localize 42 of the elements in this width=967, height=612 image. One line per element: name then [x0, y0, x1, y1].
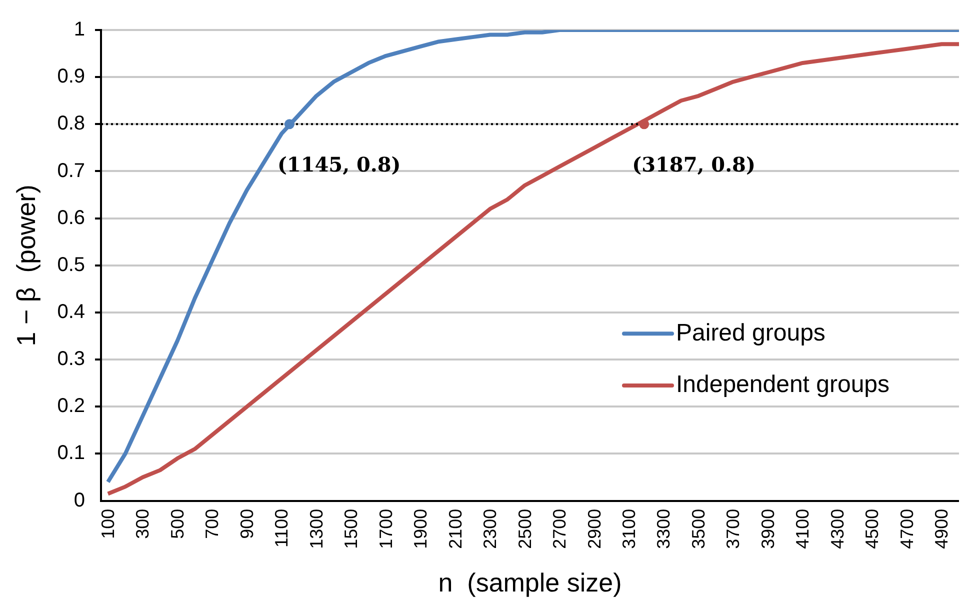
x-tick-label: 4700	[896, 508, 917, 549]
x-tick-label: 3700	[723, 508, 744, 549]
x-tick-label: 3500	[688, 508, 708, 549]
y-tick-label: 0.3	[57, 348, 86, 370]
x-tick-label: 4300	[827, 508, 848, 549]
x-tick-label: 3300	[654, 508, 674, 549]
legend-label: Independent groups	[676, 371, 890, 398]
x-tick-label: 700	[202, 508, 222, 539]
x-tick-label: 4100	[792, 508, 813, 549]
x-tick-label: 100	[98, 508, 118, 539]
annotation: (3187, 0.8)	[632, 152, 756, 176]
x-tick-label: 1100	[272, 508, 292, 548]
y-tick-label: 0.1	[57, 442, 86, 464]
legend-label: Paired groups	[676, 319, 826, 346]
x-tick-label: 4500	[862, 508, 882, 549]
x-tick-label: 1300	[306, 508, 326, 549]
y-tick-label: 0.5	[57, 254, 86, 276]
x-tick-label: 2700	[550, 508, 570, 549]
x-tick-label: 4900	[932, 508, 952, 549]
x-tick-label: 3100	[619, 508, 639, 549]
x-tick-label: 2100	[445, 508, 466, 549]
y-tick-label: 0.7	[57, 160, 86, 182]
y-tick-label: 0	[74, 489, 86, 512]
y-tick-label: 0.6	[57, 206, 86, 229]
x-tick-label: 500	[167, 508, 188, 539]
x-tick-label: 2900	[584, 508, 604, 549]
y-tick-label: 0.4	[57, 300, 86, 323]
y-axis-title: 1 − β (power)	[10, 184, 41, 346]
y-tick-label: 0.8	[57, 112, 86, 135]
y-tick-label: 0.9	[57, 66, 86, 88]
x-tick-label: 1500	[341, 508, 362, 549]
x-tick-label: 1700	[376, 508, 396, 549]
y-tick-label: 1	[74, 18, 86, 41]
x-tick-label: 900	[236, 508, 257, 539]
x-tick-label: 2500	[514, 508, 535, 549]
x-tick-label: 1900	[410, 508, 431, 549]
x-tick-label: 300	[132, 508, 153, 539]
annotation: (1145, 0.8)	[277, 152, 401, 176]
x-axis-title: n (sample size)	[438, 568, 622, 598]
x-tick-label: 2300	[480, 508, 500, 549]
x-tick-label: 3900	[758, 508, 778, 549]
y-tick-label: 0.2	[57, 395, 86, 418]
